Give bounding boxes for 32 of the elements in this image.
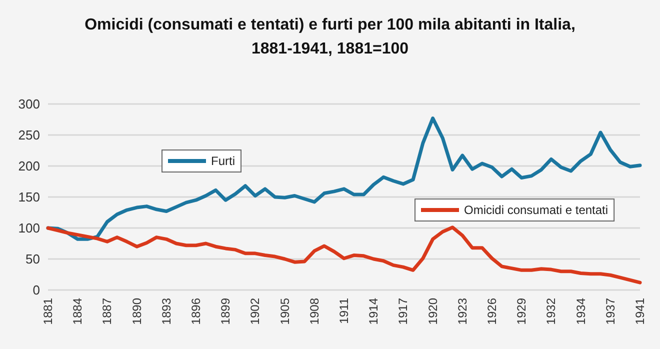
x-tick-label: 1941 — [633, 298, 647, 325]
x-tick-label: 1920 — [426, 298, 440, 325]
x-tick-label: 1929 — [514, 298, 529, 325]
y-tick-label: 200 — [18, 158, 40, 174]
y-tick-label: 100 — [18, 220, 40, 236]
x-tick-label: 1926 — [485, 298, 499, 325]
x-tick-label: 1932 — [544, 298, 558, 325]
x-tick-label: 1884 — [70, 298, 85, 325]
x-tick-label: 1881 — [41, 298, 55, 325]
x-tick-label: 1893 — [159, 298, 174, 325]
x-tick-label: 1917 — [396, 298, 410, 325]
x-tick-label: 1890 — [130, 298, 144, 325]
x-tick-label: 1902 — [248, 298, 262, 325]
x-tick-label: 1911 — [337, 298, 351, 324]
x-tick-label: 1937 — [603, 298, 618, 325]
x-tick-label: 1934 — [574, 298, 588, 325]
legend-label: Furti — [211, 154, 235, 168]
x-tick-label: 1905 — [278, 298, 292, 325]
y-tick-label: 300 — [18, 96, 40, 112]
x-tick-label: 1887 — [100, 298, 114, 325]
y-tick-label: 150 — [18, 190, 40, 204]
x-tick-label: 1908 — [307, 298, 322, 325]
y-tick-label: 250 — [18, 128, 40, 142]
x-tick-label: 1914 — [366, 298, 381, 325]
x-tick-label: 1899 — [218, 298, 233, 325]
y-tick-label: 50 — [26, 252, 40, 266]
x-tick-label: 1923 — [455, 298, 470, 325]
chart-title: Omicidi (consumati e tentati) e furti per 100 mila abitanti in Italia, 1881-1941, 1881=100 — [84, 16, 576, 58]
x-tick-label: 1896 — [189, 298, 203, 325]
legend-label: Omicidi consumati e tentati — [464, 203, 608, 217]
line-series — [46, 226, 642, 284]
y-tick-label: 0 — [32, 282, 40, 298]
